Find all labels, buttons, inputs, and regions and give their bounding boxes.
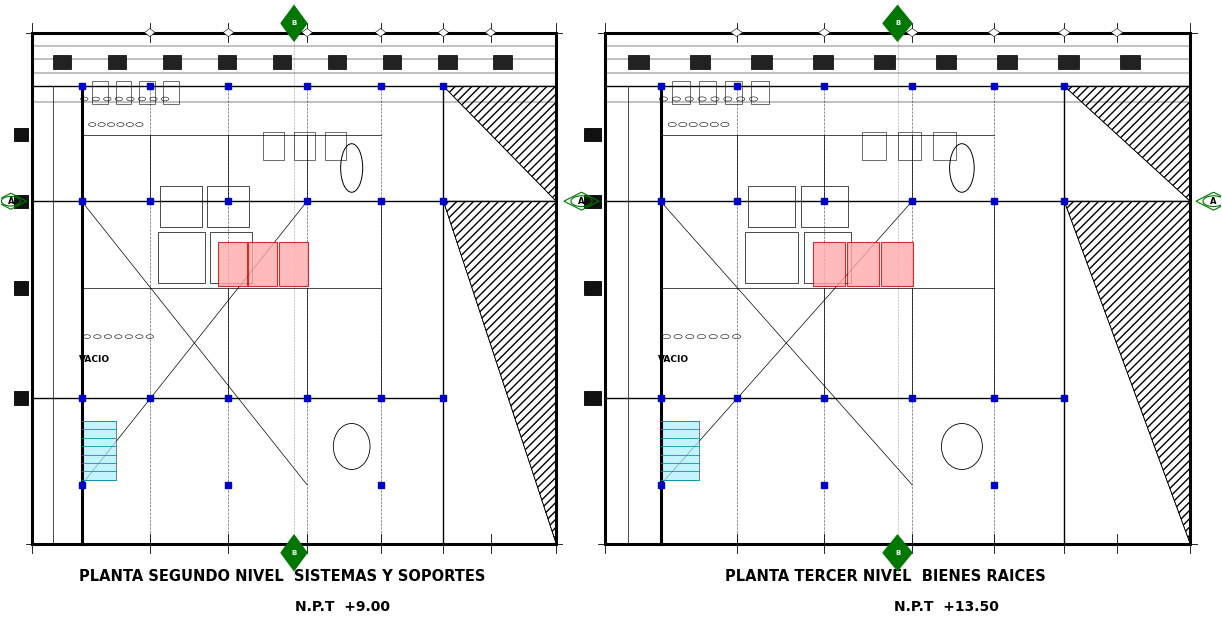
Polygon shape [302,28,313,37]
Text: A: A [578,197,585,206]
Bar [699,81,716,104]
Bar [92,81,108,104]
Bar [932,132,956,160]
Bar [13,195,28,208]
Polygon shape [281,535,307,571]
Bar [248,242,277,285]
Bar [439,55,457,69]
Bar [800,186,848,227]
Bar [584,195,601,208]
Bar [13,128,28,141]
Bar [218,242,247,285]
Bar [158,232,205,283]
Polygon shape [281,6,307,41]
Bar [936,55,956,69]
Bar [874,55,895,69]
Text: N.P.T  +9.00: N.P.T +9.00 [296,600,390,613]
Polygon shape [1111,28,1123,37]
Bar [661,421,699,480]
Bar [279,242,308,285]
Bar [208,186,249,227]
Bar [210,232,252,283]
Bar [273,55,291,69]
Bar [327,55,346,69]
Bar [997,55,1018,69]
Polygon shape [989,28,1000,37]
Bar [1058,55,1079,69]
Polygon shape [819,28,830,37]
Polygon shape [1058,28,1070,37]
Text: VACIO: VACIO [657,355,689,364]
Bar [725,81,743,104]
Bar [160,186,203,227]
Polygon shape [144,28,155,37]
Bar [13,282,28,295]
Bar [584,391,601,404]
Bar [813,55,833,69]
Polygon shape [882,6,912,41]
Bar [584,282,601,295]
Bar [1119,55,1140,69]
Bar [813,242,844,285]
Bar [605,33,1190,543]
Bar [263,132,284,160]
Text: B: B [291,550,297,556]
Bar [13,391,28,404]
Bar [752,55,772,69]
Bar [804,232,851,283]
Bar [218,55,236,69]
Bar [745,232,798,283]
Bar [752,81,769,104]
Text: PLANTA SEGUNDO NIVEL  SISTEMAS Y SOPORTES: PLANTA SEGUNDO NIVEL SISTEMAS Y SOPORTES [78,568,485,583]
Polygon shape [907,28,918,37]
Bar [116,81,132,104]
Bar [748,186,796,227]
Bar [139,81,155,104]
Bar [163,81,178,104]
Bar [881,242,913,285]
Text: A: A [7,197,15,206]
Text: VACIO: VACIO [79,355,110,364]
Bar [108,55,126,69]
Text: N.P.T  +13.50: N.P.T +13.50 [893,600,998,613]
Bar [689,55,710,69]
Polygon shape [375,28,386,37]
Bar [897,132,921,160]
Bar [628,55,649,69]
Polygon shape [224,28,233,37]
Bar [384,55,402,69]
Bar [863,132,886,160]
Bar [295,132,315,160]
Bar [584,128,601,141]
Text: PLANTA TERCER NIVEL  BIENES RAICES: PLANTA TERCER NIVEL BIENES RAICES [725,568,1046,583]
Bar [53,55,71,69]
Text: B: B [895,21,901,26]
Bar [494,55,512,69]
Bar [82,421,116,480]
Bar [32,33,556,543]
Polygon shape [882,535,912,571]
Polygon shape [439,28,448,37]
Text: B: B [291,21,297,26]
Polygon shape [485,28,496,37]
Text: A: A [1210,197,1217,206]
Bar [163,55,181,69]
Bar [847,242,879,285]
Bar [672,81,689,104]
Bar [325,132,346,160]
Polygon shape [731,28,743,37]
Text: B: B [895,550,901,556]
